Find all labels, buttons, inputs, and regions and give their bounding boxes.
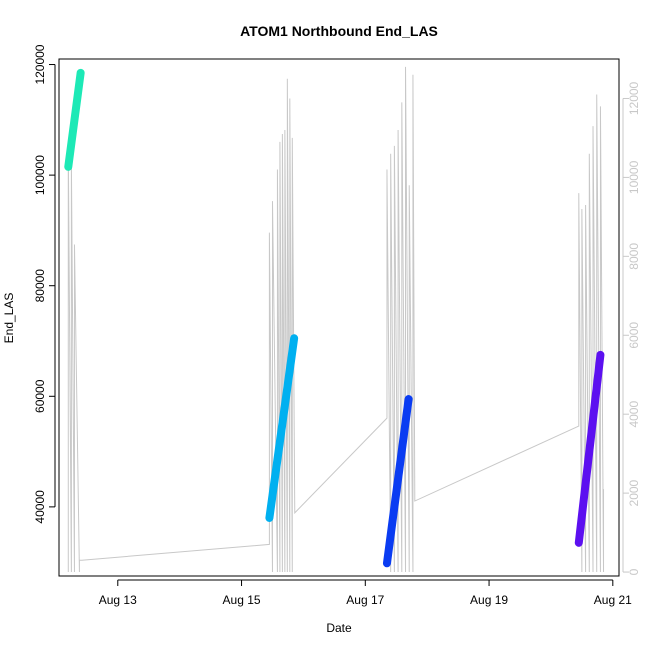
- x-tick-label: Aug 19: [470, 593, 508, 607]
- x-axis: Aug 13 Aug 15 Aug 17 Aug 19 Aug 21: [99, 579, 632, 607]
- y-axis-right: 0 2000 4000 6000 8000 10000 12000: [622, 81, 641, 575]
- y-axis-left: 40000 60000 80000 100000 120000: [33, 44, 56, 524]
- series-segment-0: [64, 68, 85, 171]
- x-tick-label: Aug 13: [99, 593, 137, 607]
- y-tick-label: 40000: [33, 490, 47, 524]
- y2-tick-label: 6000: [627, 322, 641, 349]
- series-layer: [64, 66, 605, 573]
- series-segment-3: [574, 350, 605, 547]
- series-segment-2: [382, 395, 413, 568]
- x-tick-label: Aug 17: [346, 593, 384, 607]
- y-tick-label: 80000: [33, 269, 47, 303]
- x-tick-label: Aug 15: [223, 593, 261, 607]
- y2-tick-label: 12000: [627, 81, 641, 115]
- y2-tick-label: 10000: [627, 160, 641, 194]
- y2-tick-label: 2000: [627, 479, 641, 506]
- y-tick-label: 60000: [33, 379, 47, 413]
- x-axis-label: Date: [326, 621, 352, 635]
- series-segment-1: [265, 334, 299, 522]
- y-tick-label: 120000: [33, 44, 47, 84]
- x-tick-label: Aug 21: [594, 593, 632, 607]
- y2-tick-label: 4000: [627, 401, 641, 428]
- y-tick-label: 100000: [33, 155, 47, 195]
- series-line-right-0: [67, 66, 605, 573]
- y2-tick-label: 8000: [627, 243, 641, 270]
- y2-tick-label: 0: [627, 568, 641, 575]
- plot-frame: [58, 58, 620, 577]
- chart-title: ATOM1 Northbound End_LAS: [240, 23, 438, 39]
- y-axis-label: End_LAS: [2, 293, 16, 344]
